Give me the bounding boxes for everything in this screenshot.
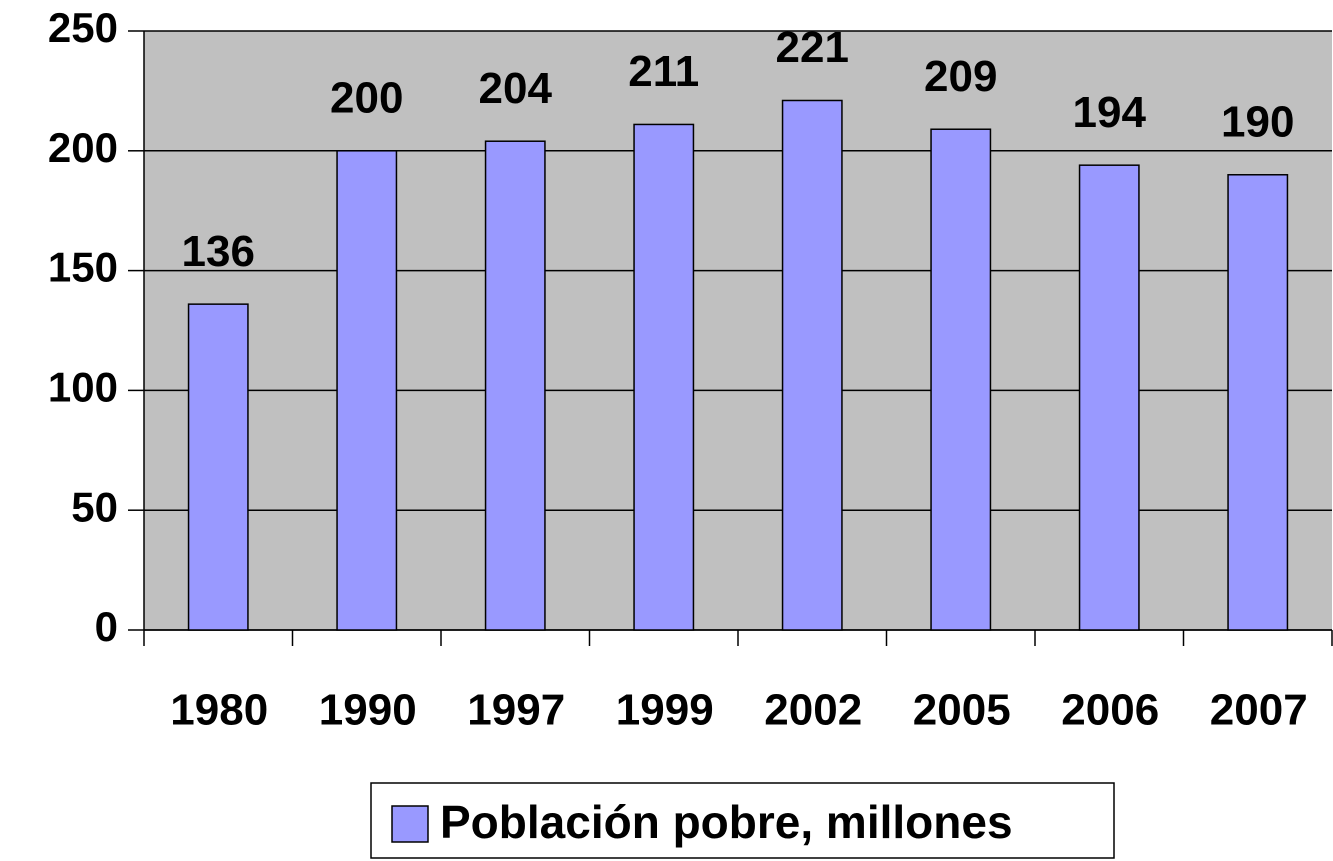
x-tick-label: 2002 xyxy=(764,686,862,735)
x-tick-label: 2005 xyxy=(913,686,1011,735)
x-tick-label: 1997 xyxy=(467,686,565,735)
x-tick-label: 2006 xyxy=(1061,686,1159,735)
y-tick-label: 100 xyxy=(48,363,118,410)
legend-swatch xyxy=(391,805,429,843)
data-label: 209 xyxy=(924,52,997,101)
bar xyxy=(336,150,398,631)
y-tick-label: 150 xyxy=(48,244,118,291)
data-label: 221 xyxy=(776,23,849,72)
legend-label: Población pobre, millones xyxy=(440,796,1013,848)
bar xyxy=(1078,164,1140,631)
x-tick-label: 2007 xyxy=(1210,686,1308,735)
bar xyxy=(781,99,843,631)
bar xyxy=(1227,174,1289,631)
y-tick-label: 50 xyxy=(71,483,118,530)
x-tick-label: 1990 xyxy=(319,686,417,735)
data-label: 136 xyxy=(182,227,255,276)
bar xyxy=(930,128,992,631)
bar xyxy=(484,140,546,631)
y-tick-label: 200 xyxy=(48,124,118,171)
y-tick-label: 0 xyxy=(95,603,118,650)
x-tick-label: 1999 xyxy=(616,686,714,735)
x-tick-label: 1980 xyxy=(170,686,268,735)
data-label: 211 xyxy=(628,47,699,96)
data-label: 200 xyxy=(330,73,403,122)
bar xyxy=(187,303,249,631)
legend-box xyxy=(370,782,1115,859)
bar xyxy=(633,123,695,631)
data-label: 204 xyxy=(479,64,553,113)
y-tick-label: 250 xyxy=(48,4,118,51)
plot-area xyxy=(144,31,1332,630)
data-label: 194 xyxy=(1073,88,1147,137)
data-label: 190 xyxy=(1221,97,1294,146)
